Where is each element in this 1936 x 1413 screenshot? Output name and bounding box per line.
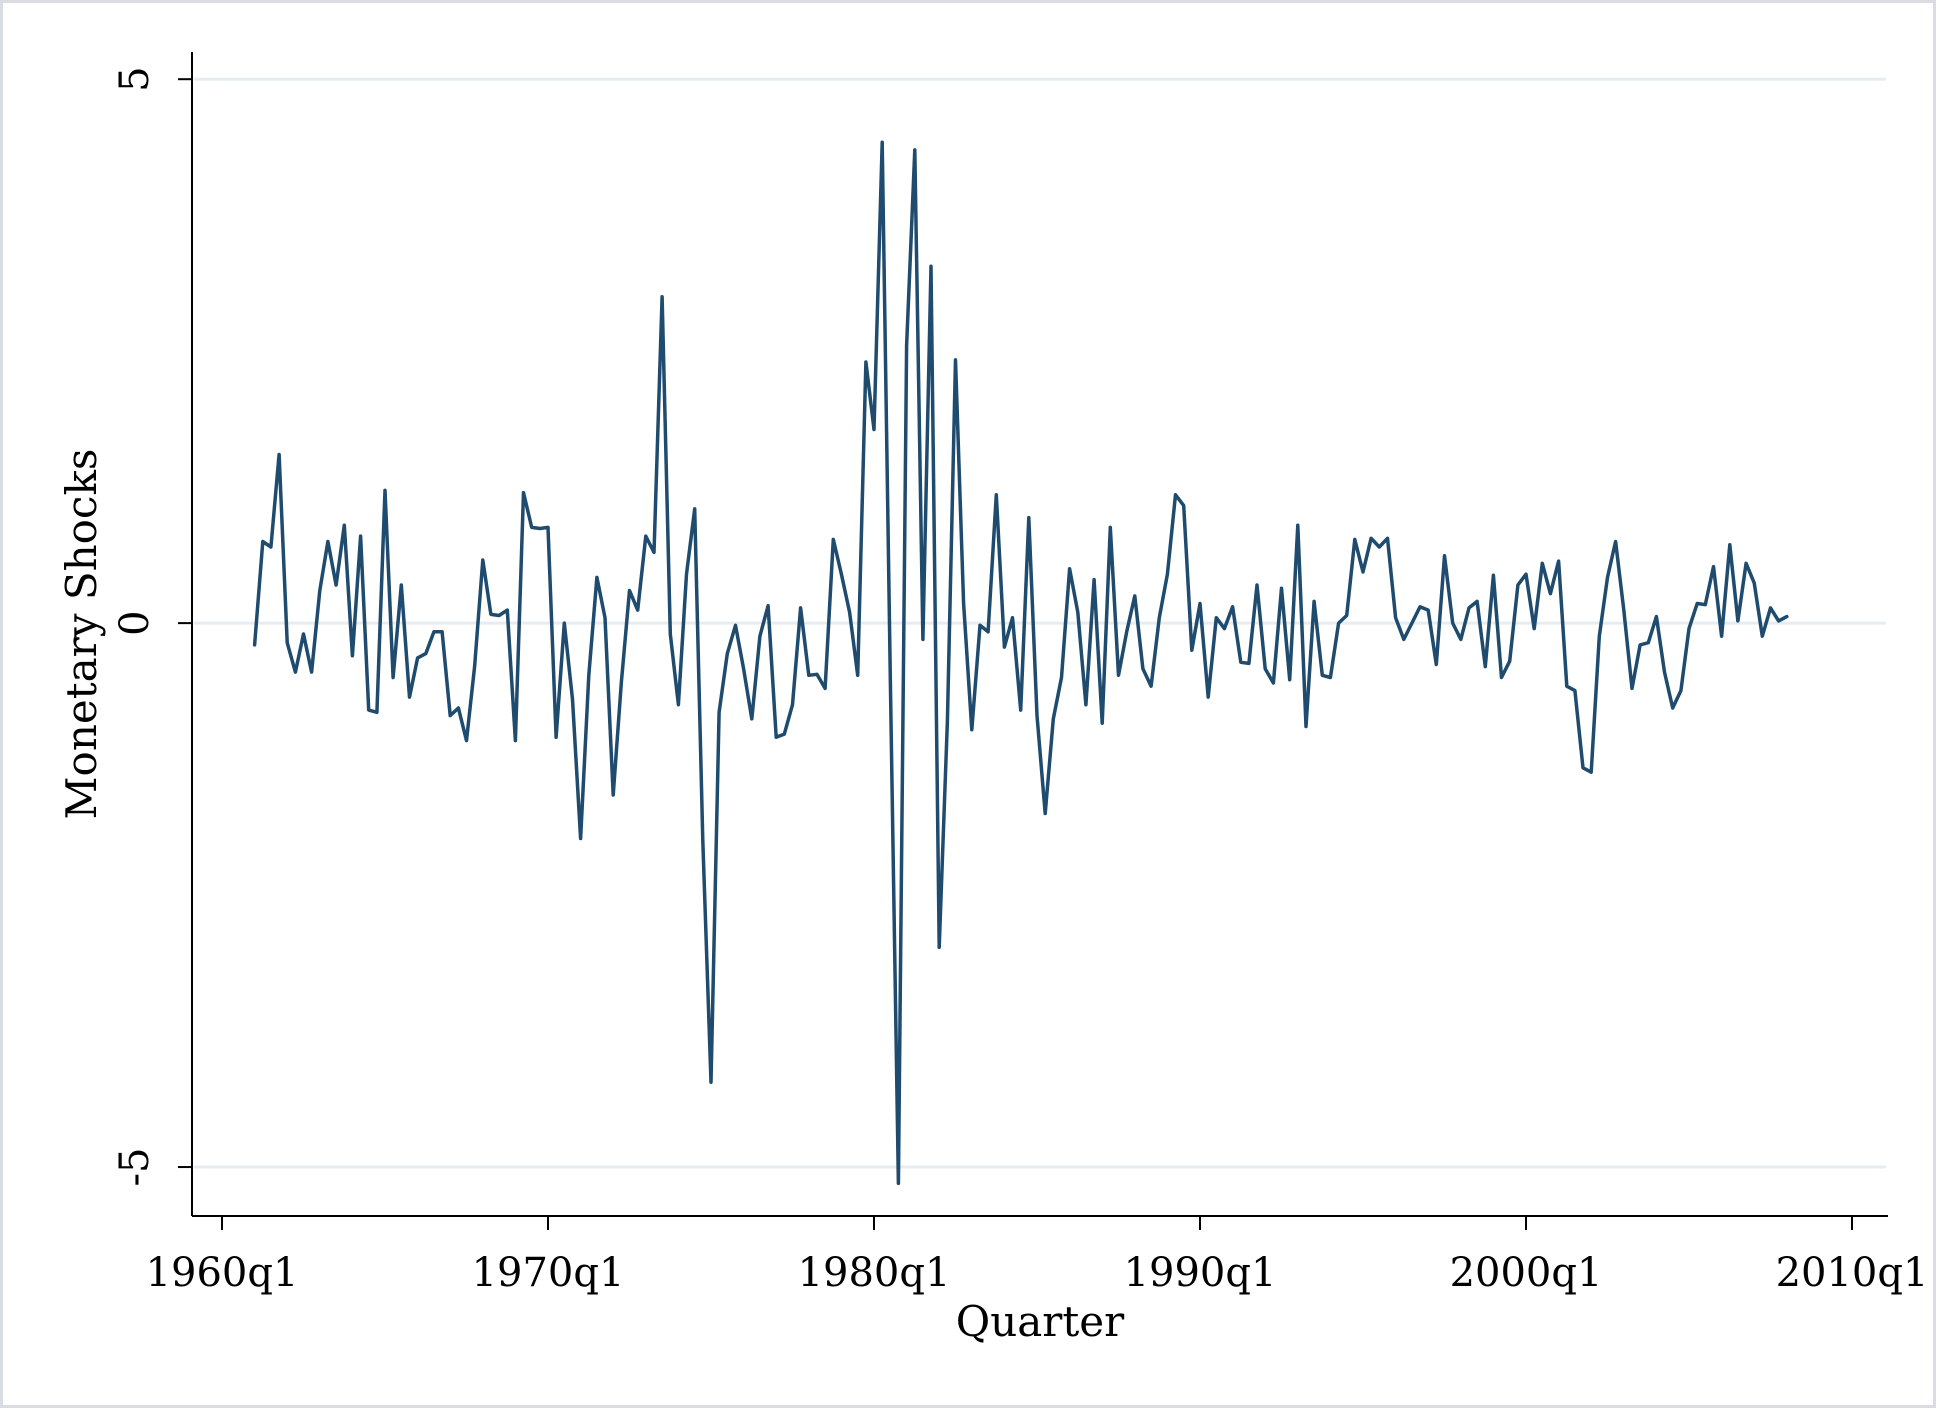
x-tick-label: 1970q1: [472, 1250, 625, 1296]
x-tick-label: 1980q1: [798, 1250, 951, 1296]
x-tick-label: 1960q1: [146, 1250, 299, 1296]
y-tick-label: -5: [112, 1148, 158, 1187]
y-axis-title: Monetary Shocks: [57, 449, 106, 820]
y-tick-label: 5: [112, 66, 158, 91]
x-tick-label: 2010q1: [1776, 1250, 1929, 1296]
x-tick-label: 2000q1: [1450, 1250, 1603, 1296]
y-tick-label: 0: [112, 610, 158, 635]
x-axis-title: Quarter: [956, 1297, 1125, 1346]
x-tick-label: 1990q1: [1124, 1250, 1277, 1296]
